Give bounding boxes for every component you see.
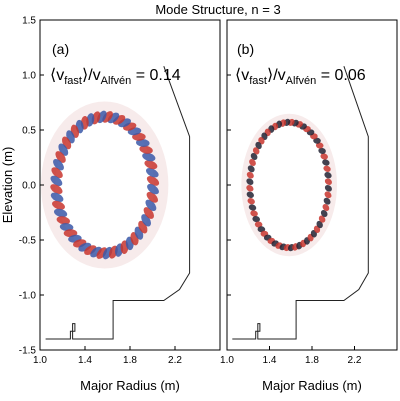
mode-lobe xyxy=(320,153,328,160)
x-tick-label: 1.0 xyxy=(33,355,47,366)
x-tick-label: 1.4 xyxy=(78,355,92,366)
mode-lobe xyxy=(50,192,64,202)
mode-lobe xyxy=(252,216,260,223)
mode-lobe xyxy=(320,209,328,218)
vessel-wall-b xyxy=(232,66,369,340)
vessel-wall-line xyxy=(45,66,191,340)
mode-lobe xyxy=(322,159,330,166)
mode-lobe xyxy=(59,223,74,232)
mode-lobe xyxy=(257,226,266,233)
x-tick-label: 1.8 xyxy=(305,355,319,366)
mode-halo xyxy=(41,101,169,269)
mode-halo xyxy=(241,113,337,257)
mode-lobe xyxy=(318,147,326,154)
y-tick-label: -1.0 xyxy=(19,291,37,302)
mode-lobe xyxy=(324,171,332,179)
mode-lobe xyxy=(90,246,102,258)
mode-lobe xyxy=(53,159,64,171)
mode-lobe xyxy=(254,221,263,228)
mode-structure-a xyxy=(41,101,169,269)
y-tick-label: 1.5 xyxy=(22,16,36,27)
panel-a: 1.0 1.4 1.8 2.2 1.5 1.0 0.5 0.0 -0.5 -1.0 -1.5 (a)… xyxy=(0,16,221,393)
mode-lobe xyxy=(51,167,63,179)
mode-lobe xyxy=(139,145,153,154)
velocity-ratio-annotation-a: ⟨vfast⟩/vAlfvén = 0.14 xyxy=(50,67,181,87)
mode-lobe xyxy=(323,197,331,205)
mode-structure-b xyxy=(241,113,337,257)
mode-lobe xyxy=(247,165,255,173)
mode-lobe xyxy=(147,183,159,195)
mode-lobe xyxy=(248,204,257,211)
mode-lobe xyxy=(252,147,260,155)
mode-lobe xyxy=(250,152,258,161)
mode-lobe xyxy=(250,210,258,217)
x-tick-label: 1.8 xyxy=(123,355,137,366)
x-tick-label: 1.4 xyxy=(263,355,277,366)
mode-lobe xyxy=(315,142,324,149)
y-axis-label: Elevation (m) xyxy=(0,147,15,224)
mode-lobe xyxy=(313,137,321,144)
mode-lobe xyxy=(255,141,262,150)
mode-lobe xyxy=(246,171,254,179)
mode-lobe xyxy=(50,184,63,195)
mode-lobe xyxy=(56,216,71,225)
mode-lobe xyxy=(323,165,331,172)
mode-lobe xyxy=(146,191,158,203)
mode-lobe xyxy=(324,184,332,192)
mode-lobe xyxy=(246,191,254,199)
mode-lobe xyxy=(50,175,63,187)
velocity-ratio-annotation-b: ⟨vfast⟩/vAlfvén = 0.06 xyxy=(235,67,366,87)
mode-lobe xyxy=(144,160,158,170)
mode-lobe xyxy=(136,138,150,147)
mode-lobe xyxy=(324,178,332,185)
panel-label-a: (a) xyxy=(52,41,69,57)
x-axis-label-b: Major Radius (m) xyxy=(262,378,362,393)
y-tick-label: 0.0 xyxy=(22,181,36,192)
figure-title: Mode Structure, n = 3 xyxy=(155,2,280,17)
mode-lobe xyxy=(52,200,65,210)
y-tick-label: 0.5 xyxy=(22,126,36,137)
mode-lobe xyxy=(247,198,255,205)
mode-lobe xyxy=(318,215,326,223)
panel-label-b: (b) xyxy=(237,41,254,57)
mode-lobe xyxy=(145,199,157,211)
y-tick-label: -0.5 xyxy=(19,236,37,247)
y-tick-label: -1.5 xyxy=(19,346,37,357)
mode-lobe xyxy=(54,208,68,218)
mode-lobe xyxy=(249,159,256,166)
panel-b: 1.0 1.4 1.8 2.2 (b) ⟨vfast⟩/vAlfvén = 0.06 … xyxy=(220,19,398,393)
mode-lobe xyxy=(316,220,323,229)
mode-lobe xyxy=(246,178,254,186)
mode-lobe xyxy=(107,112,120,124)
axis-ticks-a: 1.0 1.4 1.8 2.2 1.5 1.0 0.5 0.0 -0.5 -1.0 -1.5 xyxy=(19,16,183,367)
x-tick-label: 1.0 xyxy=(220,355,234,366)
mode-lobe xyxy=(146,175,160,186)
vessel-wall-a xyxy=(45,66,191,340)
x-tick-label: 2.2 xyxy=(168,355,182,366)
mode-lobe xyxy=(322,204,330,211)
axis-ticks-b: 1.0 1.4 1.8 2.2 xyxy=(220,19,362,366)
mode-lobe xyxy=(146,168,159,178)
mode-lobe xyxy=(246,185,254,192)
x-axis-label-a: Major Radius (m) xyxy=(80,378,180,393)
vessel-wall-line xyxy=(232,66,369,340)
x-tick-label: 2.2 xyxy=(348,355,362,366)
mode-lobe xyxy=(142,152,156,162)
y-tick-label: 1.0 xyxy=(22,71,36,82)
mode-lobe xyxy=(324,191,332,199)
